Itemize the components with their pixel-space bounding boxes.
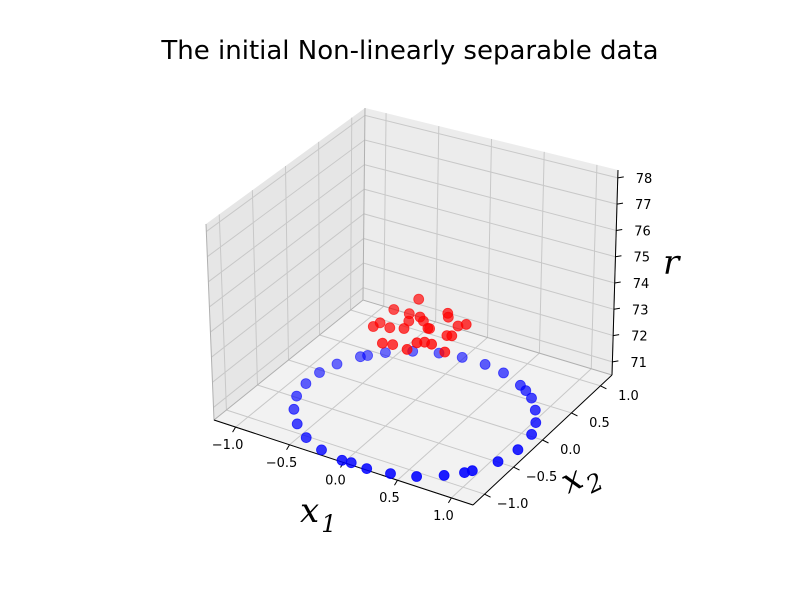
- z-tick: [615, 255, 622, 258]
- data-point: [526, 428, 537, 440]
- z-tick: [614, 281, 621, 284]
- y-tick: [542, 439, 549, 444]
- x-tick: [286, 444, 290, 451]
- data-point: [384, 322, 396, 334]
- data-point: [291, 390, 303, 402]
- chart-title: The initial Non-linearly separable data: [161, 36, 659, 66]
- x-tick-label: 0.0: [325, 474, 346, 489]
- data-point: [385, 468, 396, 480]
- x-tick-label: 0.5: [379, 491, 400, 506]
- data-point: [530, 417, 542, 429]
- z-tick: [616, 202, 624, 205]
- data-point: [398, 323, 410, 334]
- z-tick-label: 75: [633, 251, 650, 266]
- data-point: [387, 339, 399, 351]
- z-tick-label: 77: [635, 198, 652, 213]
- data-point: [479, 358, 491, 370]
- x-tick: [232, 426, 237, 433]
- z-axis-label: r: [663, 243, 681, 283]
- z-tick: [613, 307, 621, 310]
- data-point: [512, 444, 524, 456]
- data-point: [422, 322, 434, 334]
- data-point: [446, 330, 458, 342]
- y-tick-label: 1.0: [618, 389, 639, 404]
- data-point: [426, 338, 438, 350]
- pane-edge: [362, 107, 366, 301]
- data-point: [288, 403, 300, 415]
- y-tick-label: 0.5: [589, 416, 610, 431]
- data-point: [526, 392, 537, 404]
- data-point: [300, 378, 312, 390]
- left-pane: [206, 108, 365, 420]
- data-point: [300, 432, 312, 444]
- data-point: [459, 467, 470, 479]
- z-tick-label: 74: [633, 277, 650, 292]
- z-tick-label: 76: [634, 224, 651, 239]
- z-tick: [613, 334, 620, 337]
- x-tick-label: 1.0: [433, 509, 454, 524]
- data-point: [361, 463, 373, 475]
- data-point: [438, 469, 450, 481]
- data-point: [529, 404, 541, 416]
- data-point: [376, 337, 388, 349]
- z-tick-label: 71: [630, 356, 647, 371]
- z-tick-label: 72: [631, 330, 648, 345]
- y-tick: [513, 466, 520, 471]
- y-tick: [571, 412, 578, 417]
- data-point: [442, 307, 454, 319]
- x-axis-label-sub: 1: [321, 510, 336, 538]
- data-point: [354, 351, 366, 363]
- y-tick-label: 0.0: [560, 443, 581, 458]
- y-tick-label: −0.5: [526, 470, 558, 485]
- data-point: [331, 358, 343, 370]
- x-tick-label: −1.0: [212, 438, 244, 453]
- back-pane: [363, 108, 618, 375]
- x-tick: [394, 479, 398, 486]
- data-point: [414, 311, 426, 323]
- data-point: [413, 293, 425, 305]
- data-point: [316, 444, 327, 456]
- data-point: [498, 367, 509, 379]
- data-point: [520, 385, 532, 397]
- y-tick: [600, 385, 607, 390]
- data-point: [367, 321, 379, 332]
- y-gridline: [350, 309, 601, 387]
- data-point: [345, 457, 357, 469]
- x-tick-label: −0.5: [266, 456, 298, 471]
- z-tick: [617, 176, 624, 179]
- y-axis-label: x2: [554, 450, 607, 508]
- data-point: [411, 471, 423, 482]
- y-tick-label: −1.0: [497, 497, 529, 512]
- data-point: [314, 367, 325, 378]
- x-axis-label: x1: [300, 491, 336, 538]
- z-tick-label: 78: [636, 172, 653, 187]
- data-point: [439, 346, 451, 358]
- data-point: [336, 454, 348, 466]
- data-point: [291, 418, 303, 430]
- y-tick: [484, 493, 491, 498]
- x-tick: [447, 497, 452, 504]
- z-tick-label: 73: [632, 303, 649, 318]
- data-point: [379, 347, 391, 359]
- y-gridline: [288, 359, 543, 441]
- z-tick: [612, 360, 619, 363]
- data-point: [411, 337, 423, 349]
- data-point: [401, 343, 413, 355]
- y-axis-label-sub: 2: [581, 467, 608, 499]
- z-tick: [616, 228, 623, 231]
- data-point: [388, 304, 400, 315]
- data-point: [456, 351, 468, 363]
- data-point: [460, 318, 472, 330]
- data-point: [492, 456, 504, 468]
